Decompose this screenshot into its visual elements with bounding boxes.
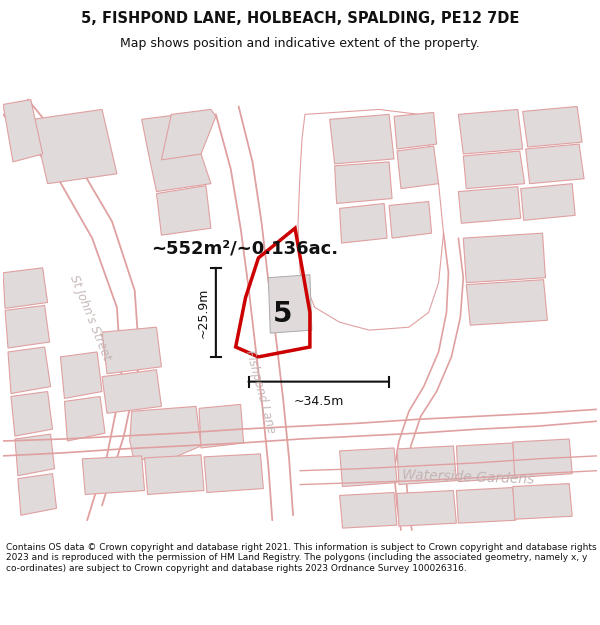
Text: Map shows position and indicative extent of the property.: Map shows position and indicative extent… (120, 38, 480, 51)
Polygon shape (340, 448, 397, 486)
Polygon shape (526, 144, 584, 184)
Polygon shape (82, 456, 145, 494)
Polygon shape (15, 434, 55, 476)
Polygon shape (18, 474, 56, 515)
Text: ~552m²/~0.136ac.: ~552m²/~0.136ac. (152, 239, 338, 257)
Polygon shape (458, 109, 523, 154)
Polygon shape (397, 446, 457, 484)
Polygon shape (397, 146, 439, 189)
Polygon shape (3, 99, 43, 162)
Polygon shape (340, 492, 397, 528)
Polygon shape (457, 488, 516, 523)
Polygon shape (394, 112, 437, 149)
Polygon shape (5, 306, 50, 348)
Polygon shape (199, 404, 244, 448)
Polygon shape (130, 406, 201, 461)
Polygon shape (145, 455, 204, 494)
Text: Fishpond Lane: Fishpond Lane (243, 349, 278, 434)
Polygon shape (513, 439, 572, 478)
Text: St John's Street: St John's Street (67, 272, 113, 362)
Text: Contains OS data © Crown copyright and database right 2021. This information is : Contains OS data © Crown copyright and d… (6, 543, 596, 572)
Polygon shape (523, 106, 582, 147)
Polygon shape (142, 112, 211, 192)
Polygon shape (513, 484, 572, 519)
Polygon shape (463, 151, 524, 189)
Polygon shape (329, 114, 394, 164)
Polygon shape (466, 279, 547, 325)
Polygon shape (8, 347, 50, 394)
Text: 5: 5 (272, 301, 292, 328)
Polygon shape (33, 109, 117, 184)
Polygon shape (521, 184, 575, 220)
Text: Waterside Gardens: Waterside Gardens (402, 468, 535, 487)
Text: ~34.5m: ~34.5m (293, 396, 344, 409)
Polygon shape (64, 396, 105, 441)
Text: 5, FISHPOND LANE, HOLBEACH, SPALDING, PE12 7DE: 5, FISHPOND LANE, HOLBEACH, SPALDING, PE… (81, 11, 519, 26)
Polygon shape (397, 491, 457, 526)
Polygon shape (3, 268, 47, 308)
Polygon shape (161, 109, 216, 160)
Polygon shape (335, 162, 392, 204)
Text: ~25.9m: ~25.9m (197, 287, 210, 338)
Polygon shape (458, 187, 521, 223)
Polygon shape (102, 328, 161, 374)
Polygon shape (389, 201, 431, 238)
Polygon shape (457, 443, 516, 482)
Polygon shape (11, 391, 53, 436)
Polygon shape (268, 275, 312, 333)
Polygon shape (204, 454, 263, 493)
Polygon shape (157, 186, 211, 235)
Polygon shape (463, 233, 545, 282)
Polygon shape (102, 370, 161, 413)
Polygon shape (61, 352, 102, 399)
Polygon shape (340, 204, 387, 243)
